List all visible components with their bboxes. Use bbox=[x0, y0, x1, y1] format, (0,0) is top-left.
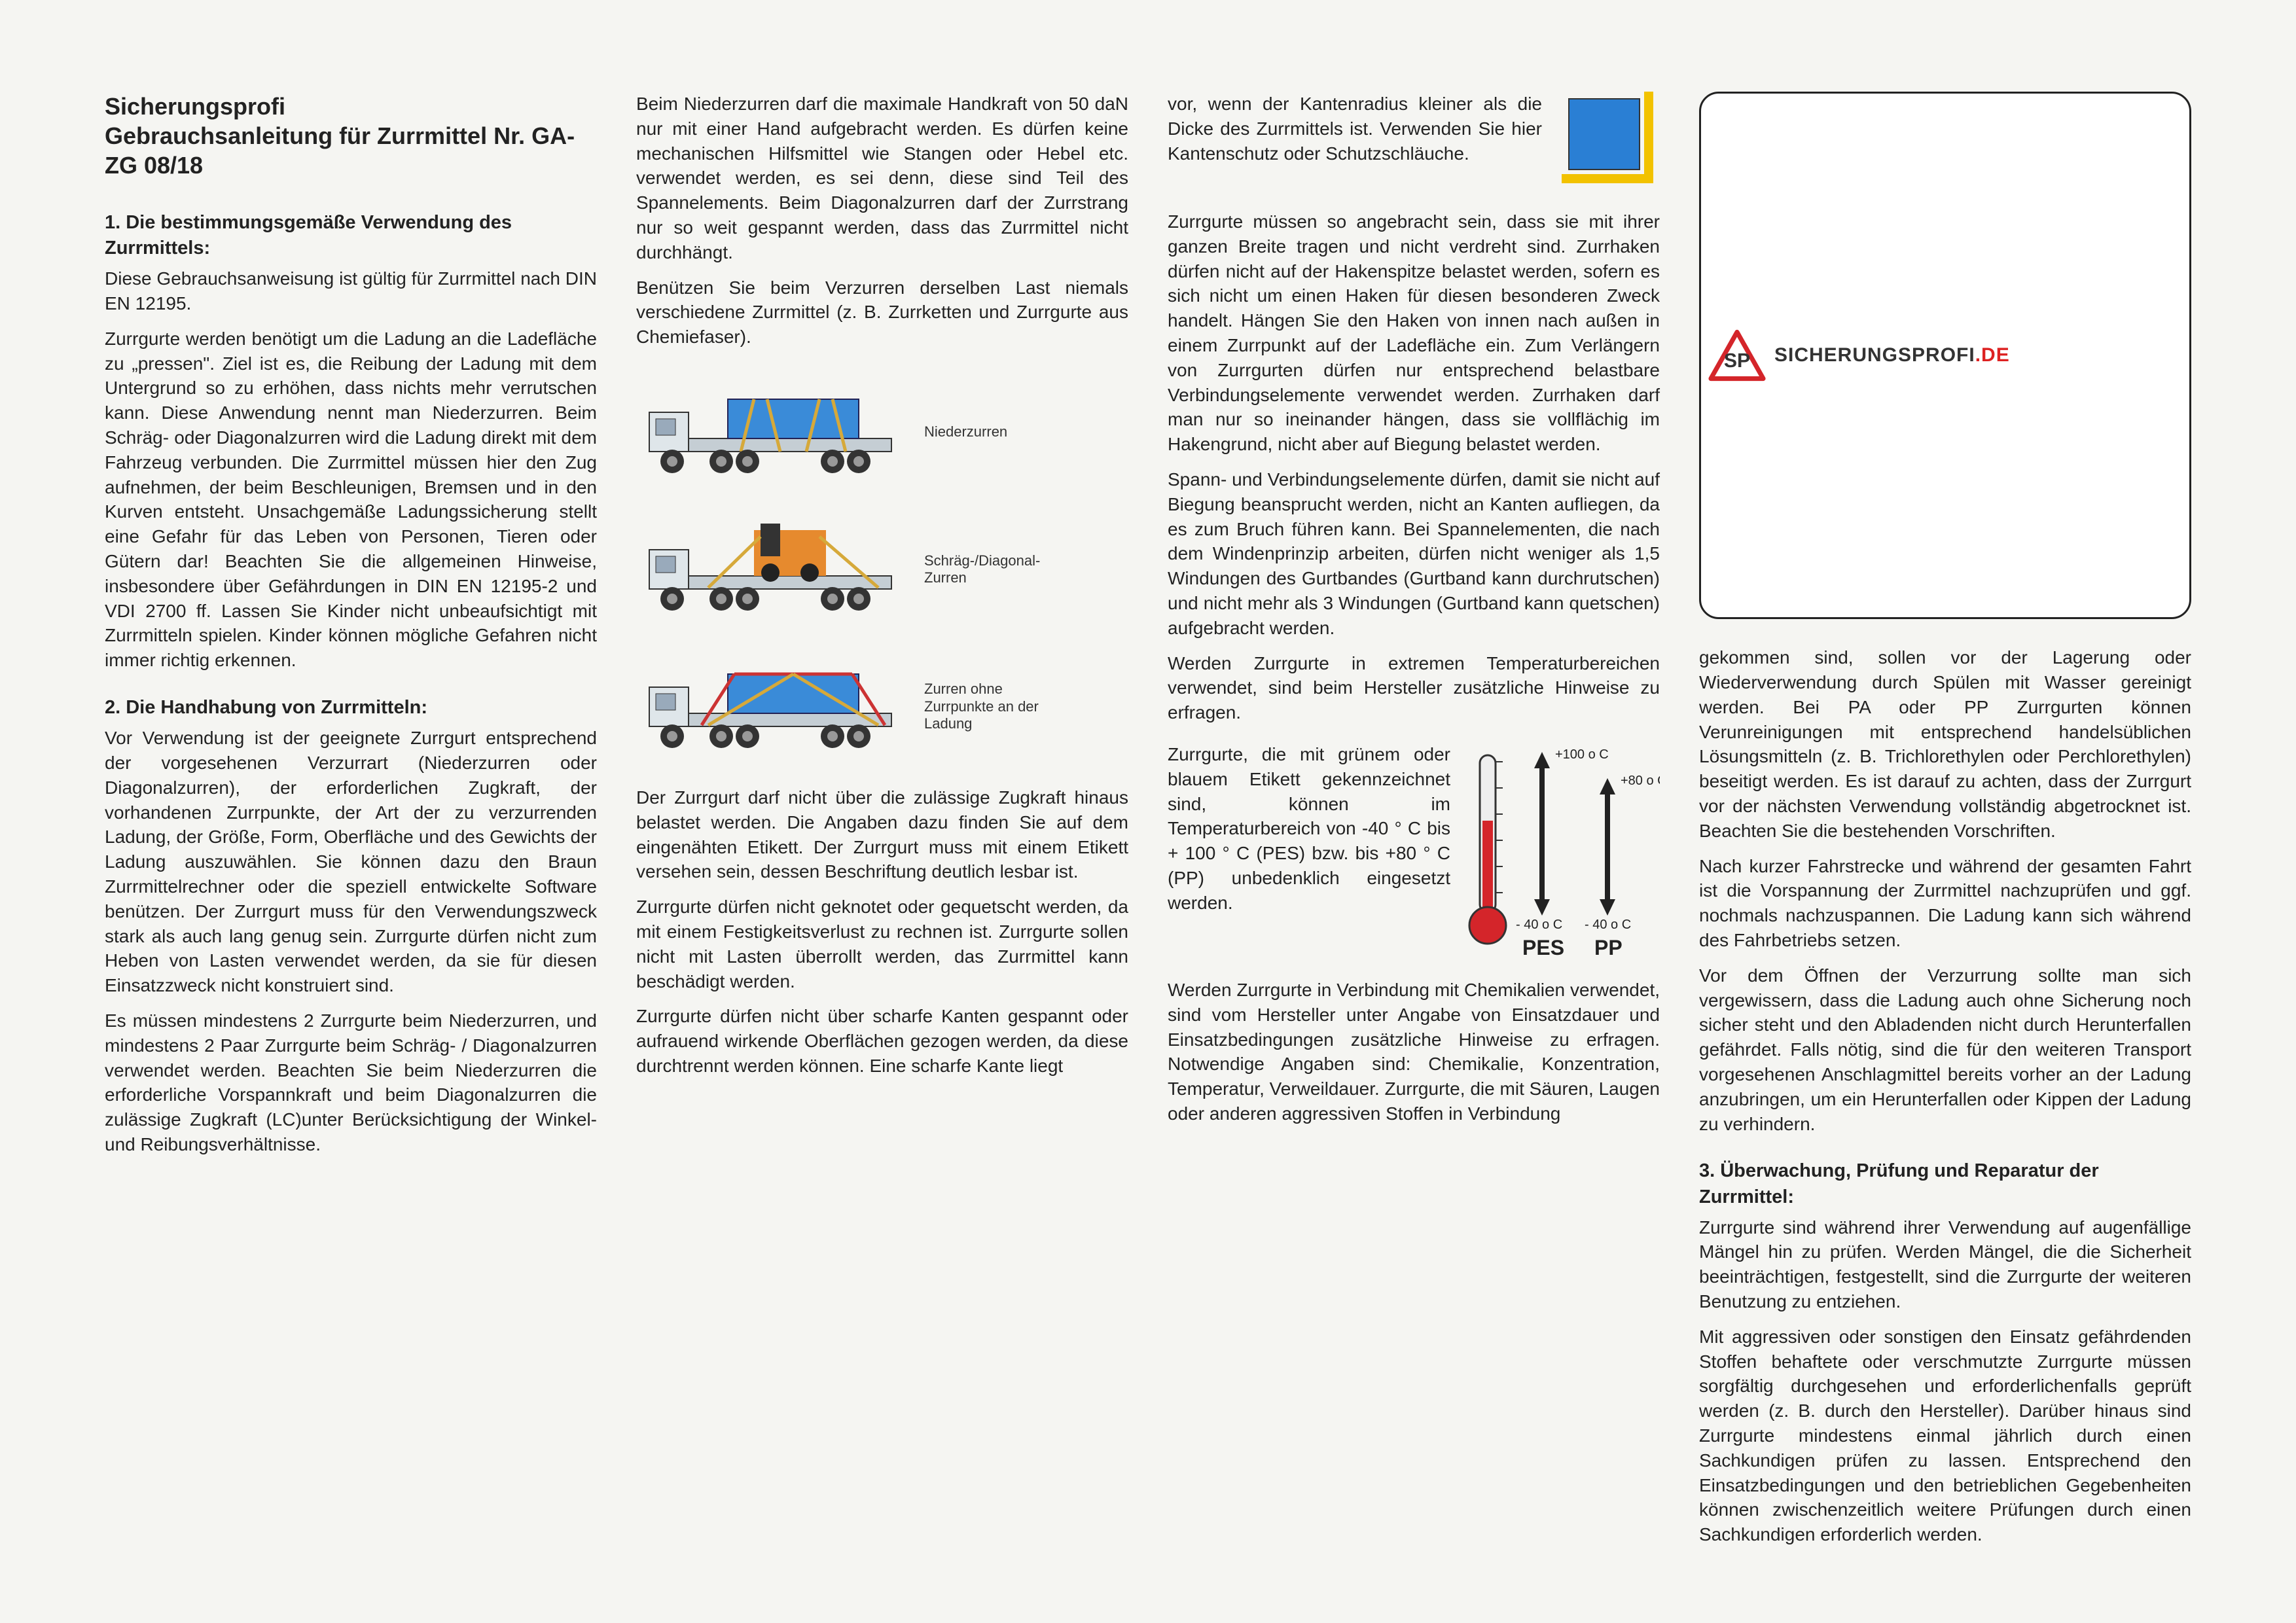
column-3: vor, wenn der Kantenradius kleiner als d… bbox=[1168, 92, 1660, 1558]
brand-name: SICHERUNGSPROFI.DE bbox=[1774, 342, 2010, 369]
truck-2-label: Schräg-/Diagonal-Zurren bbox=[924, 552, 1055, 587]
col3-p3: Spann- und Verbindungselemente dürfen, d… bbox=[1168, 467, 1660, 641]
temp-80-label: +80 o C bbox=[1621, 774, 1660, 788]
col3-p5: Werden Zurrgurte in Verbindung mit Chemi… bbox=[1168, 978, 1660, 1126]
temp-m40b-label: - 40 o C bbox=[1585, 918, 1631, 932]
col3-p4: Werden Zurrgurte in extremen Temperaturb… bbox=[1168, 651, 1660, 725]
col3-top-row: vor, wenn der Kantenradius kleiner als d… bbox=[1168, 92, 1660, 190]
temperature-diagram: Zurrgurte, die mit grünem oder blauem Et… bbox=[1168, 742, 1660, 965]
col1-p3: Vor Verwendung ist der geeignete Zurrgur… bbox=[105, 726, 597, 998]
truck-2-icon bbox=[636, 510, 911, 628]
doc-title: Sicherungsprofi Gebrauchsanleitung für Z… bbox=[105, 92, 597, 180]
temp-100-label: +100 o C bbox=[1555, 747, 1609, 762]
page: Sicherungsprofi Gebrauchsanleitung für Z… bbox=[105, 92, 2191, 1558]
col4-p2: Nach kurzer Fahrstrecke und während der … bbox=[1699, 854, 2191, 953]
column-4: SP SICHERUNGSPROFI.DE gekommen sind, sol… bbox=[1699, 92, 2191, 1558]
col2-p5: Zurrgurte dürfen nicht über scharfe Kant… bbox=[636, 1004, 1128, 1078]
col2-p4: Zurrgurte dürfen nicht geknotet oder geq… bbox=[636, 895, 1128, 993]
truck-illustrations: Niederzurren bbox=[636, 373, 1128, 766]
temp-m40a-label: - 40 o C bbox=[1516, 918, 1562, 932]
col1-p1: Diese Gebrauchsanweisung ist gültig für … bbox=[105, 266, 597, 316]
thermometer-icon: +100 o C +80 o C - 40 o C - 40 o C PES P… bbox=[1463, 742, 1660, 965]
section-2-title: 2. Die Handhabung von Zurrmitteln: bbox=[105, 695, 597, 721]
col2-p3: Der Zurrgurt darf nicht über die zulässi… bbox=[636, 785, 1128, 884]
edge-protector-icon bbox=[1562, 92, 1660, 190]
col4-p5: Mit aggressiven oder sonstigen den Einsa… bbox=[1699, 1325, 2191, 1547]
brand-badge-text: SP bbox=[1724, 350, 1750, 372]
truck-niederzurren: Niederzurren bbox=[636, 373, 1128, 491]
col4-p3: Vor dem Öffnen der Verzurrung sollte man… bbox=[1699, 963, 2191, 1137]
section-1-title: 1. Die bestimmungsgemäße Verwendung des … bbox=[105, 210, 597, 261]
col1-p2: Zurrgurte werden benötigt um die Ladung … bbox=[105, 327, 597, 673]
truck-3-icon bbox=[636, 648, 911, 766]
brand-triangle-icon: SP bbox=[1708, 329, 1767, 382]
truck-3-label: Zurren ohne Zurrpunkte an der Ladung bbox=[924, 681, 1055, 732]
truck-1-icon bbox=[636, 373, 911, 491]
brand-name-main: SICHERUNGSPROFI bbox=[1774, 344, 1975, 366]
truck-schraeg: Schräg-/Diagonal-Zurren bbox=[636, 510, 1128, 628]
col4-p4: Zurrgurte sind während ihrer Verwendung … bbox=[1699, 1215, 2191, 1314]
col2-p1: Beim Niederzurren darf die maximale Hand… bbox=[636, 92, 1128, 265]
col3-p2: Zurrgurte müssen so angebracht sein, das… bbox=[1168, 209, 1660, 457]
col2-p2: Benützen Sie beim Verzurren derselben La… bbox=[636, 276, 1128, 349]
col3-p1: vor, wenn der Kantenradius kleiner als d… bbox=[1168, 92, 1542, 166]
column-2: Beim Niederzurren darf die maximale Hand… bbox=[636, 92, 1128, 1558]
col3-temp-text: Zurrgurte, die mit grünem oder blauem Et… bbox=[1168, 742, 1450, 916]
col1-p4: Es müssen mindestens 2 Zurrgurte beim Ni… bbox=[105, 1008, 597, 1157]
brand-name-suffix: .DE bbox=[1975, 344, 2010, 366]
truck-1-label: Niederzurren bbox=[924, 423, 1055, 440]
temp-pes-label: PES bbox=[1522, 936, 1564, 959]
section-3-title: 3. Überwachung, Prüfung und Reparatur de… bbox=[1699, 1158, 2191, 1209]
temp-pp-label: PP bbox=[1594, 936, 1623, 959]
truck-ohne-zurrpunkte: Zurren ohne Zurrpunkte an der Ladung bbox=[636, 648, 1128, 766]
column-1: Sicherungsprofi Gebrauchsanleitung für Z… bbox=[105, 92, 597, 1558]
brand-logo: SP SICHERUNGSPROFI.DE bbox=[1699, 92, 2191, 619]
col4-p1: gekommen sind, sollen vor der Lagerung o… bbox=[1699, 645, 2191, 843]
